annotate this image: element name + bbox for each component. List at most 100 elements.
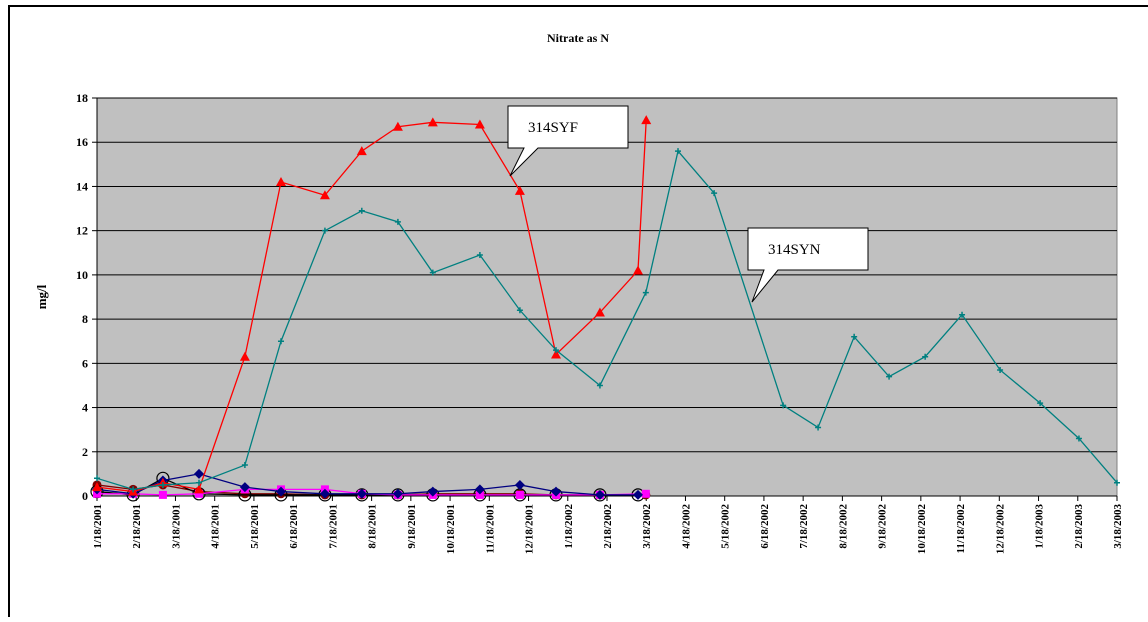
y-tick-label: 4 (82, 401, 88, 415)
y-tick-label: 10 (76, 268, 88, 282)
data-point (959, 311, 966, 318)
data-point (516, 307, 523, 314)
data-point (427, 486, 438, 497)
data-point (358, 207, 365, 214)
data-point (596, 382, 603, 389)
x-tick-label: 4/18/2001 (210, 504, 222, 549)
x-tick-label: 5/18/2001 (249, 504, 261, 549)
data-point (474, 484, 485, 495)
data-point (130, 486, 137, 493)
x-tick-label: 5/18/2002 (720, 504, 732, 549)
plot-area (96, 97, 1118, 497)
data-point (675, 148, 682, 155)
data-point (394, 218, 401, 225)
data-point (780, 402, 787, 409)
data-point (922, 353, 929, 360)
data-point (997, 366, 1004, 373)
y-tick-label: 18 (76, 91, 88, 105)
x-tick-label: 2/18/2003 (1073, 504, 1085, 549)
x-tick-label: 10/18/2001 (445, 504, 457, 554)
x-tick-label: 3/18/2002 (641, 504, 653, 549)
x-tick-label: 11/18/2001 (484, 504, 496, 554)
data-point (553, 347, 559, 354)
data-point (194, 484, 204, 494)
x-tick-label: 7/18/2002 (798, 504, 810, 549)
callout (747, 227, 869, 303)
callout-label: 314SYN (768, 242, 821, 258)
data-point (319, 190, 330, 200)
data-point (321, 227, 328, 234)
x-tick-label: 6/18/2001 (288, 504, 300, 549)
data-point (277, 338, 284, 345)
x-tick-label: 9/18/2002 (877, 504, 889, 549)
y-axis-label: mg/l (34, 284, 49, 309)
data-point (641, 489, 650, 498)
data-point (594, 489, 605, 500)
data-point (319, 488, 330, 499)
y-tick-label: 12 (76, 224, 88, 238)
data-point (94, 475, 100, 482)
data-point (92, 482, 102, 492)
data-point (239, 482, 250, 493)
data-point (392, 121, 403, 131)
data-point (427, 117, 438, 127)
data-point (711, 190, 718, 197)
series-line (96, 120, 647, 493)
data-point (474, 119, 485, 129)
data-point (1114, 479, 1120, 486)
data-point (514, 479, 525, 490)
data-point (594, 307, 605, 317)
data-point (275, 177, 286, 187)
x-tick-label: 2/18/2001 (131, 504, 143, 549)
x-tick-label: 12/18/2001 (524, 504, 536, 554)
x-tick-label: 7/18/2001 (327, 504, 339, 549)
data-point (275, 486, 286, 497)
x-tick-label: 8/18/2002 (837, 504, 849, 549)
data-point (851, 333, 858, 340)
y-tick-label: 6 (82, 356, 88, 370)
data-point (429, 269, 436, 276)
data-point (241, 462, 248, 469)
x-tick-label: 9/18/2001 (406, 504, 418, 549)
x-tick-label: 1/18/2001 (92, 504, 104, 549)
data-point (476, 251, 483, 258)
data-point (195, 489, 203, 498)
chart-title: Nitrate as N (547, 31, 609, 45)
data-point (1037, 400, 1044, 407)
data-point (196, 479, 202, 486)
x-tick-label: 1/18/2003 (1034, 504, 1046, 549)
x-tick-label: 6/18/2002 (759, 504, 771, 549)
callout-label: 314SYF (528, 120, 578, 136)
x-tick-label: 12/18/2002 (994, 504, 1006, 555)
data-point (158, 490, 167, 499)
data-point (194, 468, 204, 479)
y-tick-label: 14 (76, 179, 88, 193)
data-point (632, 489, 643, 500)
x-tick-label: 10/18/2002 (916, 504, 928, 555)
data-point (475, 490, 484, 499)
data-point (642, 289, 649, 296)
y-tick-label: 0 (82, 489, 88, 503)
x-tick-label: 11/18/2002 (955, 504, 967, 554)
data-point (514, 185, 525, 195)
data-point (632, 265, 643, 275)
data-point (815, 424, 822, 431)
data-point (356, 146, 367, 156)
data-point (239, 351, 250, 361)
x-tick-label: 2/18/2002 (602, 504, 614, 549)
callout (507, 105, 629, 177)
data-point (515, 490, 524, 499)
y-tick-label: 8 (82, 312, 88, 326)
data-point (886, 373, 893, 380)
x-tick-label: 3/18/2003 (1112, 504, 1124, 549)
data-point (551, 486, 561, 497)
y-tick-label: 2 (82, 445, 88, 459)
y-tick-label: 16 (76, 135, 88, 149)
x-tick-label: 3/18/2001 (170, 504, 182, 549)
data-point (551, 349, 561, 359)
x-tick-label: 1/18/2002 (563, 504, 575, 549)
data-point (641, 115, 652, 125)
x-tick-label: 8/18/2001 (367, 504, 379, 549)
data-point (1075, 435, 1082, 442)
